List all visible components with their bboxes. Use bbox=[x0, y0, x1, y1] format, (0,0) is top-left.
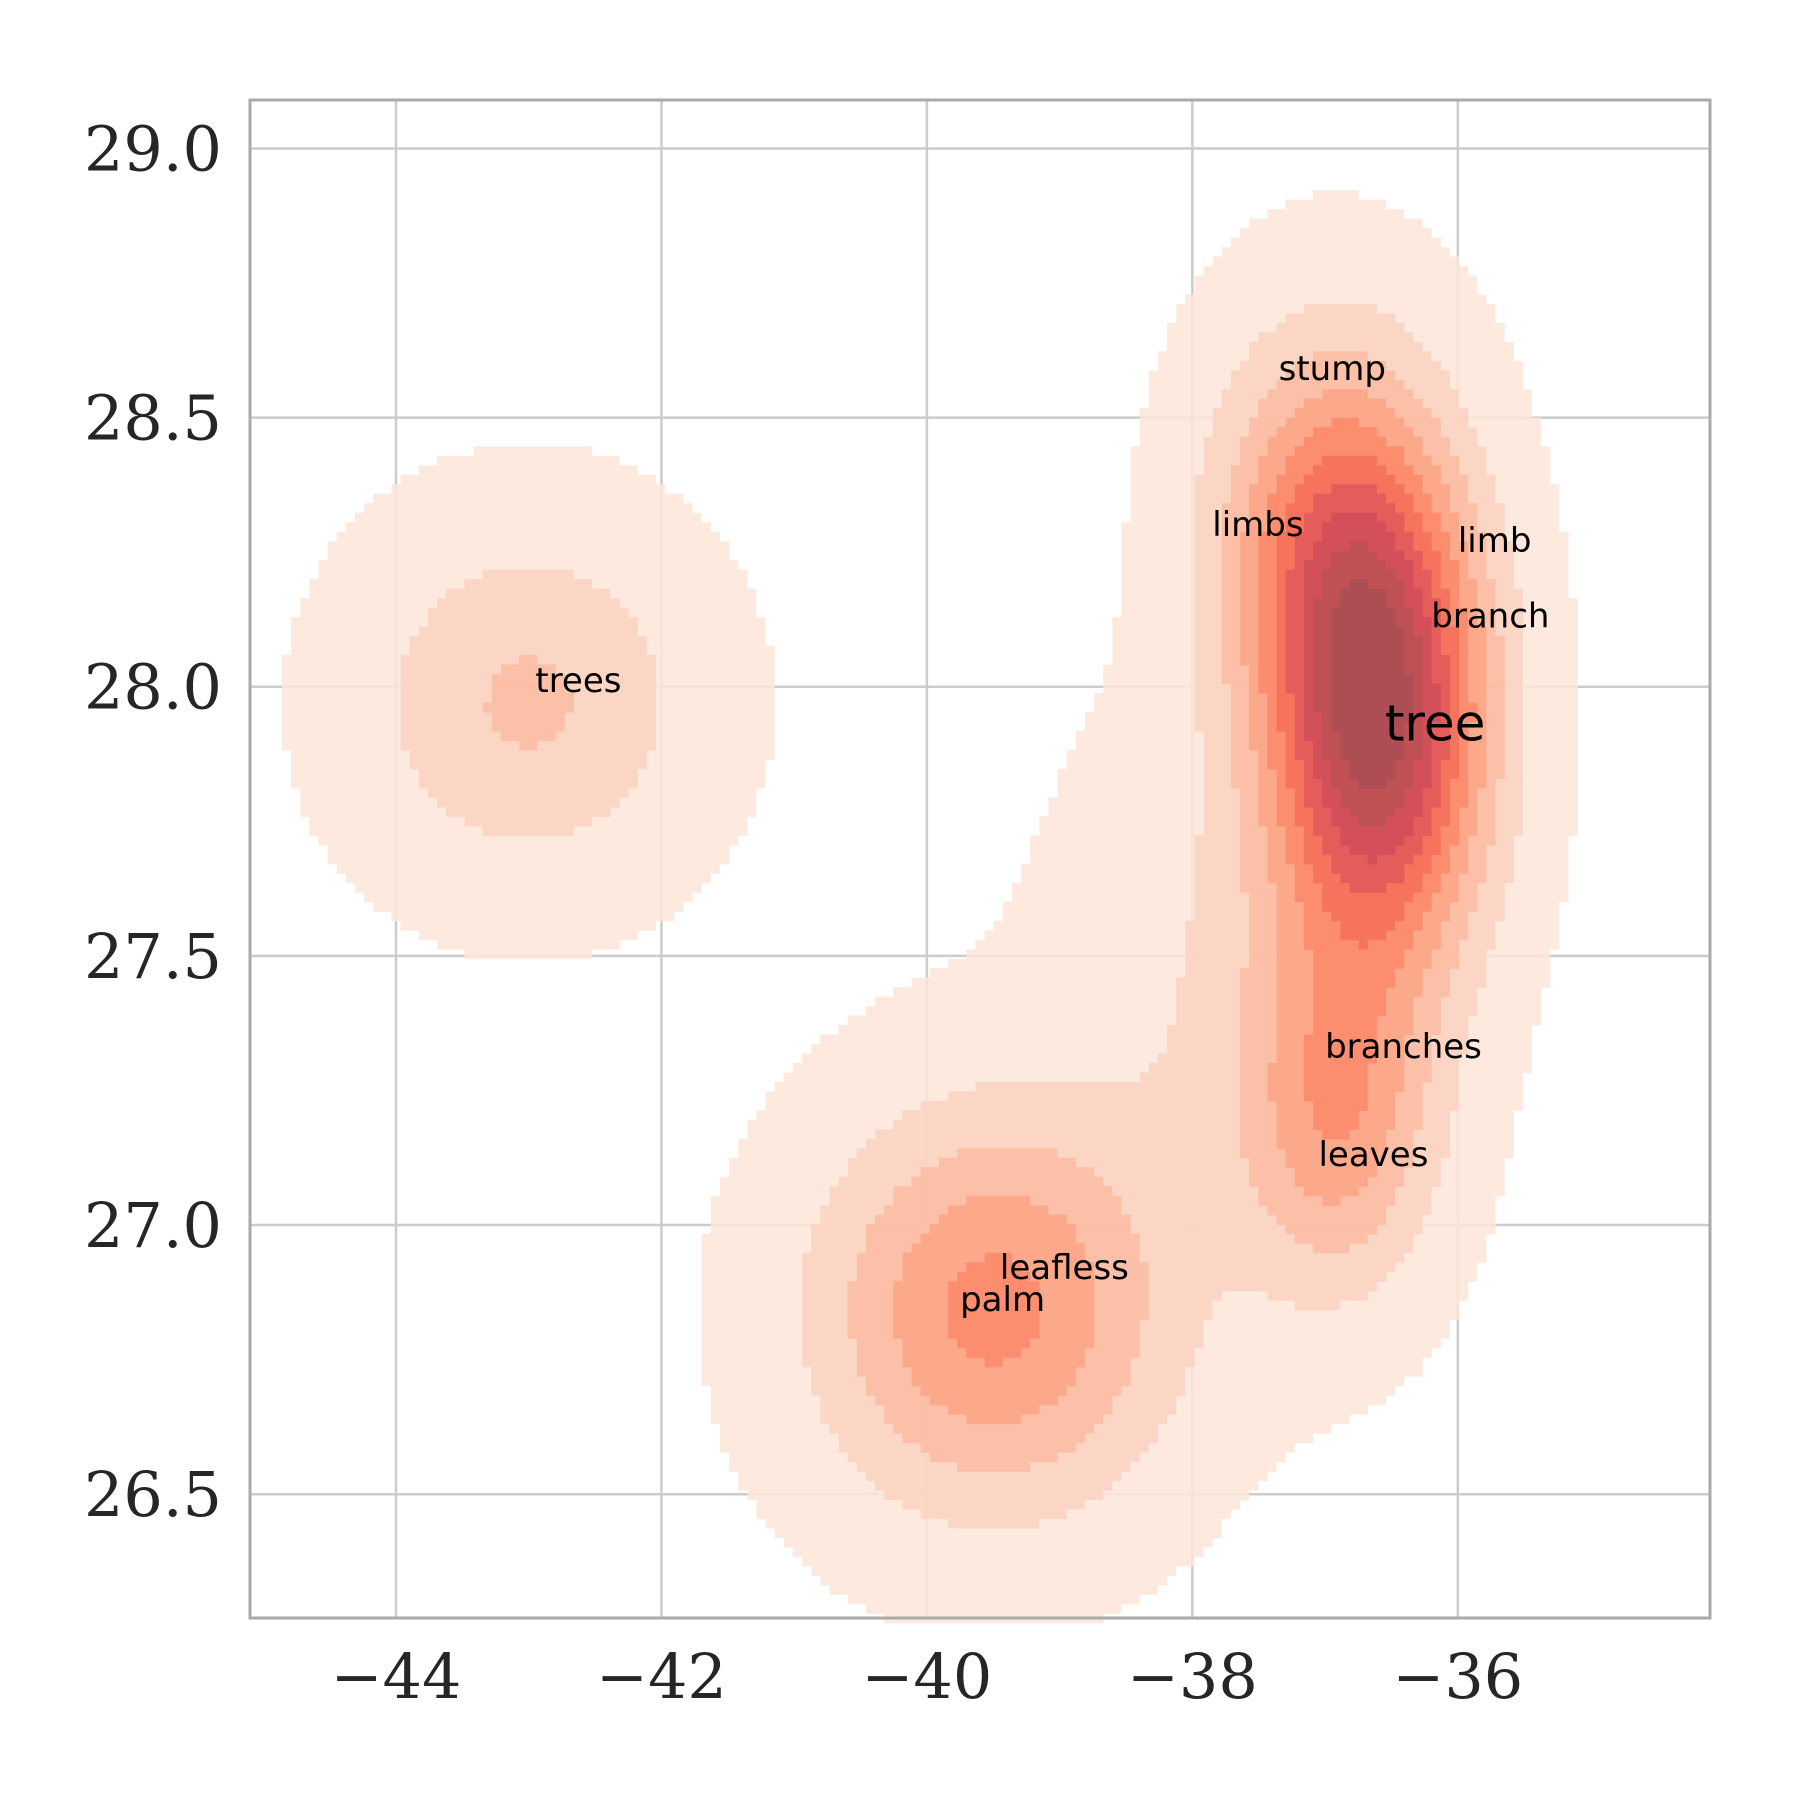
y-tick-label: 27.5 bbox=[84, 920, 222, 993]
x-tick-label: −40 bbox=[861, 1640, 992, 1713]
word-label-branches: branches bbox=[1325, 1027, 1482, 1067]
word-label-branch: branch bbox=[1431, 597, 1549, 637]
x-tick-label: −38 bbox=[1127, 1640, 1258, 1713]
word-label-tree: tree bbox=[1385, 695, 1486, 753]
plot-frame bbox=[248, 98, 1712, 1620]
y-tick-label: 27.0 bbox=[84, 1189, 222, 1262]
density-level-10 bbox=[1331, 579, 1414, 789]
word-label-palm: palm bbox=[960, 1280, 1045, 1320]
y-tick-label: 29.0 bbox=[84, 112, 222, 185]
y-tick-label: 26.5 bbox=[84, 1458, 222, 1531]
word-label-limbs: limbs bbox=[1212, 505, 1303, 545]
word-label-leafless: leafless bbox=[1000, 1248, 1129, 1288]
density-contours bbox=[281, 190, 1578, 1624]
y-tick-label: 28.0 bbox=[84, 651, 222, 724]
x-tick-label: −42 bbox=[596, 1640, 727, 1713]
x-tick-label: −36 bbox=[1392, 1640, 1523, 1713]
word-label-leaves: leaves bbox=[1318, 1135, 1428, 1175]
axis-tick-labels: −44 −42 −40 −38 −36 26.5 27.0 27.5 28.0 28.5 29.0 bbox=[84, 112, 1523, 1713]
word-label-trees: trees bbox=[535, 661, 621, 701]
word-label-stump: stump bbox=[1279, 349, 1386, 389]
word-labels: tree stump limbs limb branch trees branches lea… bbox=[535, 349, 1549, 1320]
y-tick-label: 28.5 bbox=[84, 382, 222, 455]
x-tick-label: −44 bbox=[331, 1640, 462, 1713]
word-label-limb: limb bbox=[1458, 521, 1532, 561]
